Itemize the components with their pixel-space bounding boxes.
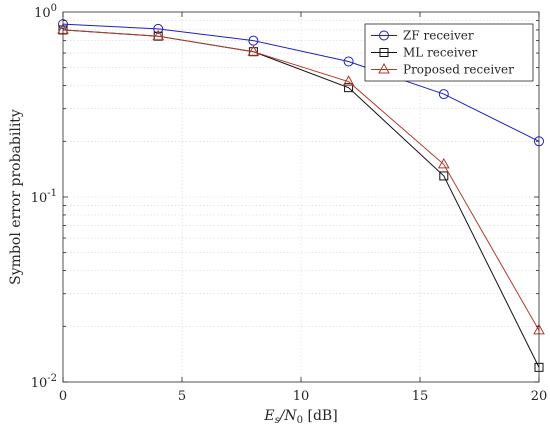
ticks bbox=[62, 12, 540, 383]
triangle-marker bbox=[152, 29, 165, 41]
y-tick-label: 10-1 bbox=[31, 188, 57, 206]
x-axis-label: Es/N0 [dB] bbox=[263, 408, 337, 426]
x-tick-label: 0 bbox=[59, 389, 67, 404]
legend-label: Proposed receiver bbox=[403, 63, 514, 77]
x-tick-label: 10 bbox=[293, 389, 310, 404]
series-line bbox=[62, 29, 540, 331]
y-tick-label: 10-2 bbox=[31, 373, 57, 391]
circle-marker bbox=[153, 23, 164, 34]
legend-label: ML receiver bbox=[403, 46, 477, 60]
x-tick-label: 5 bbox=[178, 389, 186, 404]
square-marker bbox=[344, 83, 354, 93]
x-tick-label: 20 bbox=[531, 389, 548, 404]
y-tick-label: 100 bbox=[34, 3, 57, 21]
triangle-marker bbox=[378, 62, 390, 74]
labels: 0 5 10 15 20 10-2 10-1 100 Es/N0 [dB] Symbol erro… bbox=[8, 3, 547, 426]
y-axis-label: Symbol error probability bbox=[8, 109, 24, 285]
series-layer bbox=[57, 19, 545, 372]
square-marker bbox=[379, 48, 389, 57]
triangle-marker bbox=[342, 75, 355, 86]
x-tick-label: 15 bbox=[412, 389, 429, 404]
circle-marker bbox=[343, 56, 354, 67]
circle-marker bbox=[438, 89, 449, 100]
circle-marker bbox=[248, 35, 259, 46]
legend-label: ZF receiver bbox=[403, 29, 474, 43]
square-marker bbox=[439, 171, 449, 181]
legend: ZF receiver ML receiver Proposed receiver bbox=[364, 23, 534, 82]
triangle-marker bbox=[247, 45, 260, 56]
triangle-marker bbox=[437, 157, 450, 169]
circle-marker bbox=[379, 30, 389, 41]
series-line bbox=[62, 23, 540, 142]
